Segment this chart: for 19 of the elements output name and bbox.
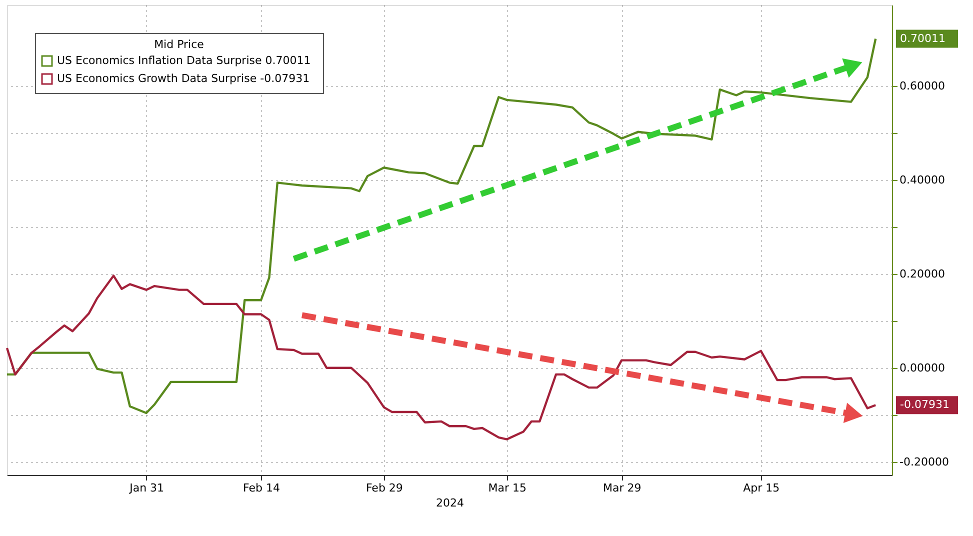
x-tick-label: Mar 15	[488, 482, 526, 494]
legend-label: US Economics Inflation Data Surprise 0.70011	[57, 54, 311, 67]
line-series	[6, 38, 877, 414]
x-tick-label: Jan 31	[128, 482, 164, 494]
legend-title: Mid Price	[154, 38, 204, 51]
annotation: -0.07931	[900, 398, 950, 412]
y-tick-label: 0.40000	[900, 173, 945, 186]
line-series	[6, 274, 877, 440]
x-tick-label: Mar 29	[602, 482, 642, 494]
x-axis-title: 2024	[436, 496, 464, 510]
y-tick-label: 0.00000	[900, 361, 945, 374]
y-tick-label: 0.60000	[900, 79, 945, 92]
y-tick-label: 0.20000	[900, 267, 945, 280]
y-tick-label: -0.20000	[900, 455, 949, 468]
x-tick-label: Feb 14	[243, 482, 280, 494]
legend-label: US Economics Growth Data Surprise -0.07931	[57, 72, 310, 85]
x-tick-label: Apr 15	[743, 482, 780, 494]
annotation: 0.70011	[900, 32, 946, 45]
x-tick-label: Feb 29	[366, 482, 403, 494]
